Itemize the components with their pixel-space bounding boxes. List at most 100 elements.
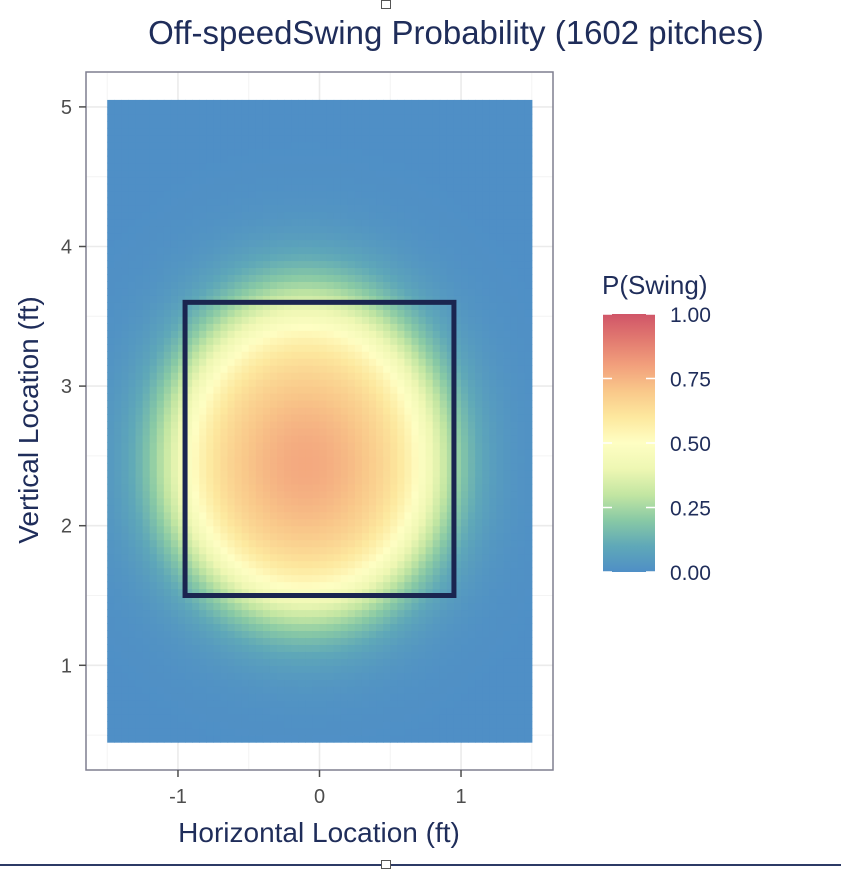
- heatmap-cell: [156, 414, 165, 422]
- heatmap-cell: [439, 441, 448, 450]
- heatmap-cell: [298, 560, 306, 569]
- heatmap-cell: [149, 344, 158, 352]
- heatmap-cell: [177, 532, 186, 541]
- heatmap-cell: [248, 295, 257, 303]
- heatmap-cell: [482, 721, 490, 729]
- heatmap-cell: [404, 113, 413, 122]
- heatmap-cell: [185, 595, 193, 604]
- heatmap-cell: [227, 469, 236, 478]
- heatmap-cell: [411, 483, 420, 492]
- heatmap-cell: [220, 574, 229, 583]
- heatmap-cell: [376, 462, 384, 471]
- heatmap-cell: [199, 148, 207, 157]
- heatmap-cell: [121, 148, 130, 157]
- heatmap-cell: [121, 595, 130, 604]
- heatmap-cell: [305, 288, 314, 296]
- heatmap-cell: [461, 616, 469, 625]
- heatmap-cell: [453, 616, 462, 625]
- heatmap-cell: [475, 386, 483, 394]
- heatmap-cell: [121, 665, 130, 673]
- heatmap-cell: [439, 490, 448, 499]
- heatmap-cell: [255, 462, 264, 471]
- heatmap-cell: [128, 651, 137, 659]
- heatmap-cell: [149, 546, 158, 555]
- heatmap-cell: [418, 295, 427, 303]
- heatmap-cell: [361, 113, 370, 122]
- heatmap-cell: [347, 672, 356, 680]
- heatmap-cell: [461, 155, 469, 164]
- heatmap-cell: [383, 190, 391, 199]
- heatmap-cell: [383, 714, 391, 722]
- heatmap-cell: [177, 651, 186, 659]
- heatmap-cell: [418, 162, 427, 171]
- heatmap-cell: [107, 476, 115, 485]
- heatmap-cell: [241, 400, 250, 408]
- heatmap-cell: [333, 365, 342, 373]
- heatmap-cell: [199, 616, 207, 625]
- heatmap-cell: [333, 672, 342, 680]
- heatmap-cell: [149, 721, 158, 729]
- heatmap-cell: [439, 246, 448, 255]
- heatmap-cell: [121, 302, 130, 310]
- heatmap-cell: [432, 274, 441, 282]
- heatmap-cell: [269, 365, 278, 373]
- heatmap-cell: [213, 323, 222, 331]
- heatmap-cell: [163, 623, 172, 631]
- heatmap-cell: [298, 239, 306, 248]
- heatmap-cell: [227, 295, 236, 303]
- heatmap-cell: [255, 511, 264, 520]
- heatmap-cell: [298, 644, 306, 652]
- heatmap-cell: [390, 686, 398, 694]
- heatmap-cell: [376, 260, 384, 269]
- heatmap-cell: [333, 141, 342, 150]
- heatmap-cell: [418, 141, 427, 150]
- heatmap-cell: [425, 99, 434, 108]
- heatmap-cell: [326, 120, 335, 129]
- heatmap-cell: [432, 197, 441, 206]
- heatmap-cell: [277, 260, 285, 269]
- heatmap-cell: [453, 476, 462, 485]
- heatmap-cell: [475, 113, 483, 122]
- heatmap-cell: [461, 141, 469, 150]
- heatmap-cell: [404, 539, 413, 548]
- heatmap-cell: [269, 525, 278, 534]
- heatmap-cell: [347, 735, 356, 743]
- heatmap-cell: [163, 637, 172, 645]
- heatmap-cell: [354, 120, 363, 129]
- heatmap-cell: [277, 448, 285, 457]
- heatmap-cell: [347, 288, 356, 296]
- heatmap-cell: [453, 183, 462, 192]
- heatmap-cell: [376, 574, 384, 583]
- heatmap-cell: [213, 469, 222, 478]
- heatmap-cell: [192, 588, 200, 597]
- heatmap-cell: [383, 469, 391, 478]
- heatmap-cell: [354, 455, 363, 464]
- heatmap-cell: [227, 483, 236, 492]
- heatmap-cell: [354, 281, 363, 289]
- heatmap-cell: [453, 574, 462, 583]
- heatmap-cell: [227, 379, 236, 387]
- heatmap-cell: [255, 658, 264, 666]
- heatmap-cell: [149, 141, 158, 150]
- heatmap-cell: [475, 232, 483, 241]
- heatmap-cell: [213, 539, 222, 548]
- heatmap-cell: [482, 421, 490, 429]
- heatmap-cell: [107, 113, 115, 122]
- heatmap-cell: [291, 532, 299, 541]
- heatmap-cell: [255, 281, 264, 289]
- heatmap-cell: [170, 560, 179, 569]
- heatmap-cell: [390, 735, 398, 743]
- heatmap-cell: [227, 113, 236, 122]
- heatmap-cell: [199, 239, 207, 248]
- heatmap-cell: [326, 497, 335, 506]
- heatmap-cell: [475, 546, 483, 555]
- heatmap-cell: [397, 630, 406, 638]
- heatmap-cell: [298, 434, 306, 443]
- heatmap-cell: [135, 441, 144, 450]
- heatmap-cell: [411, 323, 420, 331]
- heatmap-cell: [255, 644, 264, 652]
- heatmap-cell: [277, 414, 285, 422]
- heatmap-cell: [418, 595, 427, 604]
- heatmap-cell: [177, 414, 186, 422]
- heatmap-cell: [439, 637, 448, 645]
